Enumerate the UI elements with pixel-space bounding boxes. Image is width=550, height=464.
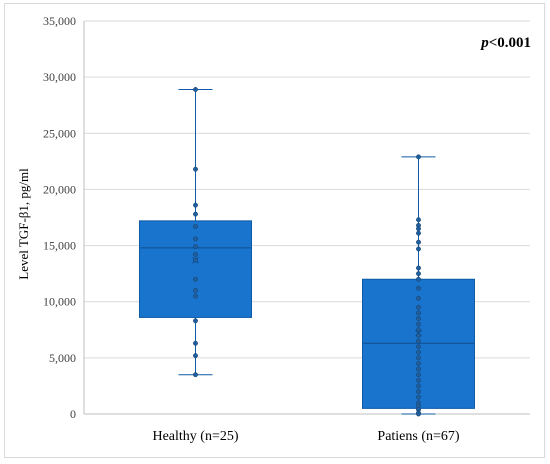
y-tick-label: 10,000 — [43, 295, 76, 309]
data-point — [193, 202, 198, 208]
data-point — [193, 340, 198, 346]
boxes — [139, 87, 475, 417]
p-value-annotation: p<0.001 — [479, 35, 531, 51]
data-point — [193, 87, 198, 92]
data-point — [416, 377, 421, 383]
data-point — [193, 252, 198, 258]
data-point — [416, 411, 421, 417]
data-point — [416, 332, 421, 338]
data-point — [416, 366, 421, 372]
axes — [83, 21, 530, 415]
data-point — [193, 244, 198, 250]
data-point — [416, 276, 421, 282]
data-point — [416, 239, 421, 245]
data-point — [416, 217, 421, 223]
data-point — [416, 344, 421, 350]
data-point — [416, 226, 421, 232]
data-point — [416, 285, 421, 291]
data-point — [193, 211, 198, 217]
data-point — [193, 224, 198, 229]
iqr-box — [139, 220, 252, 318]
x-category-label: Patiens (n=67) — [377, 429, 459, 444]
data-point — [416, 338, 421, 344]
data-point — [193, 276, 198, 282]
box-group — [139, 87, 252, 378]
data-point — [416, 361, 421, 366]
y-tick-label: 35,000 — [43, 14, 76, 28]
data-point — [193, 318, 198, 324]
y-tick-label: 0 — [70, 407, 76, 421]
data-point — [193, 372, 198, 378]
y-tick-label: 25,000 — [43, 126, 76, 140]
data-point — [416, 355, 421, 361]
data-point — [193, 166, 198, 172]
data-point — [416, 304, 421, 310]
data-point — [416, 265, 421, 271]
data-point — [416, 271, 421, 277]
x-category-label: Healthy (n=25) — [152, 429, 238, 444]
data-point — [416, 316, 421, 322]
data-point — [416, 389, 421, 394]
y-axis-label: Level TGF-β1, pg/ml — [16, 168, 31, 280]
data-point — [416, 383, 421, 389]
y-tick-label: 20,000 — [43, 182, 76, 196]
data-point — [416, 327, 421, 333]
data-point — [416, 246, 421, 252]
data-point — [416, 321, 421, 327]
box-group — [362, 154, 475, 417]
data-point — [193, 293, 198, 299]
y-tick-label: 15,000 — [43, 239, 76, 253]
data-point — [416, 154, 421, 160]
y-tick-label: 30,000 — [43, 70, 76, 84]
data-point — [193, 353, 198, 359]
data-point — [193, 288, 198, 293]
p-value-text: <0.001 — [489, 35, 531, 51]
data-point — [193, 236, 198, 242]
data-point — [416, 230, 421, 236]
data-point — [416, 310, 421, 316]
data-point — [416, 295, 421, 301]
p-value-symbol: p — [479, 35, 489, 51]
data-point — [416, 394, 421, 400]
tick-labels: 0 5,000 10,000 15,000 20,000 25,000 30,000 35,0… — [43, 14, 460, 444]
data-point — [416, 349, 421, 355]
data-point — [416, 372, 421, 378]
data-point — [193, 257, 198, 263]
y-tick-label: 5,000 — [49, 351, 76, 365]
